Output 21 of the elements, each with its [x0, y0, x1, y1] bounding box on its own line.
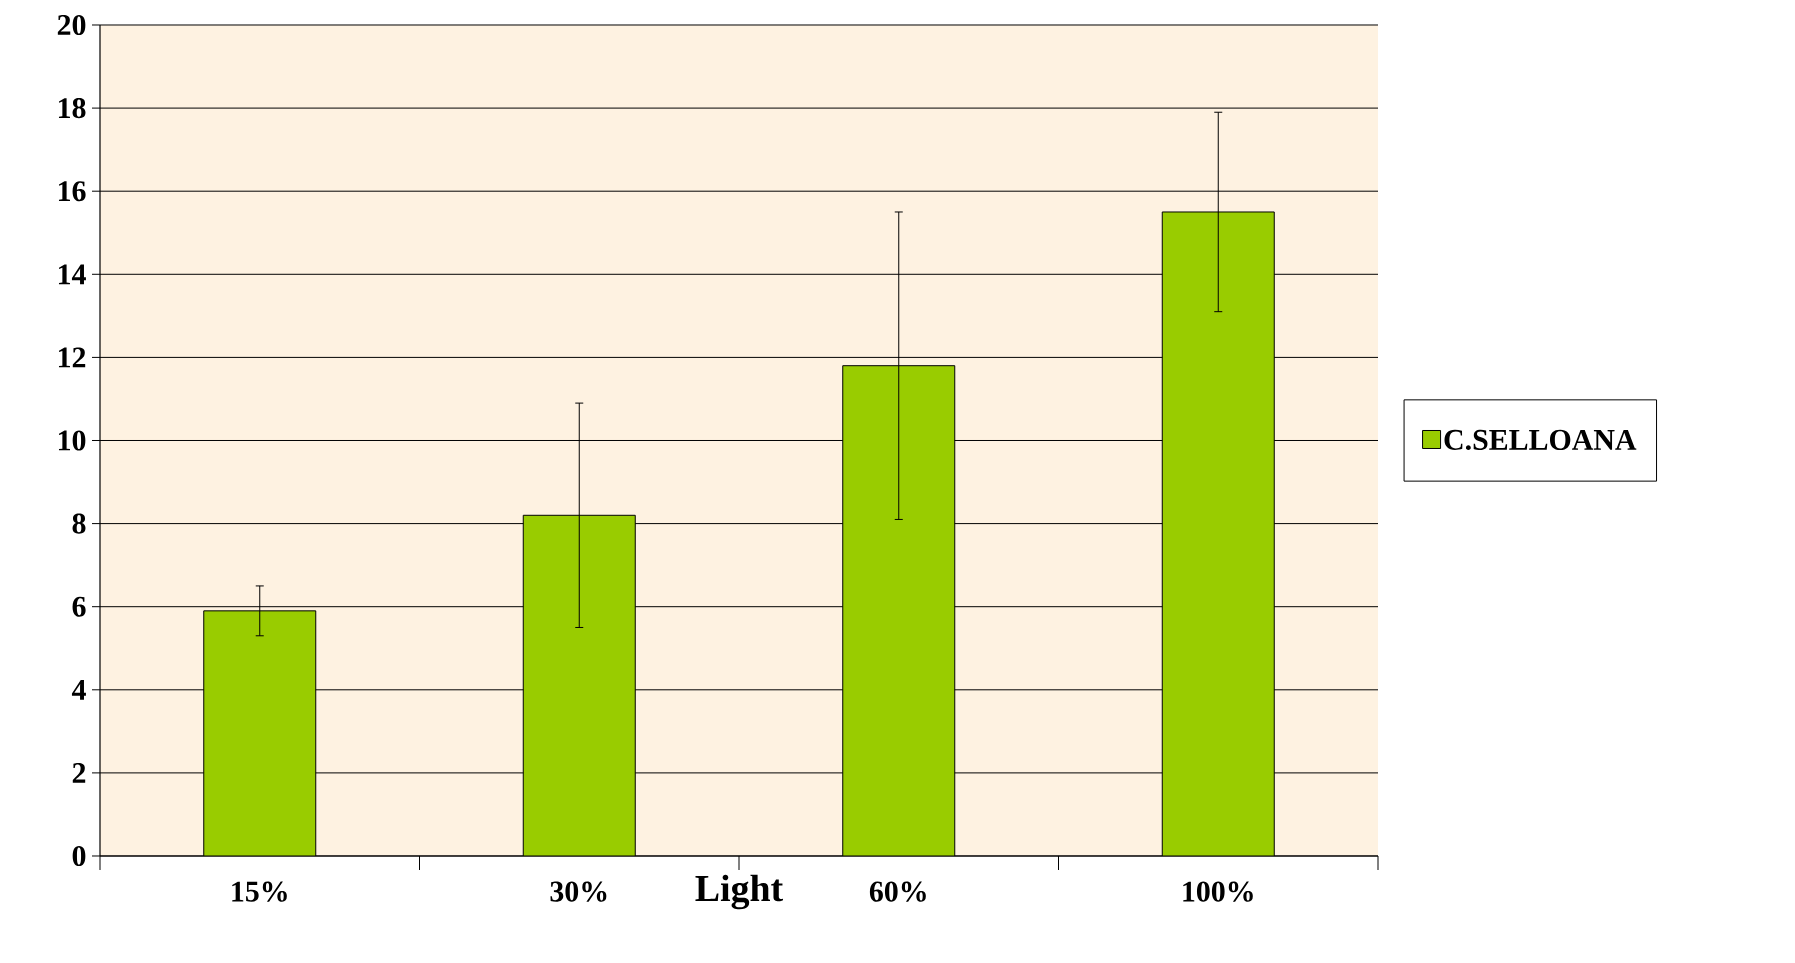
y-tick-label: 2 [72, 763, 86, 783]
x-tick-label: 15% [232, 881, 287, 902]
y-tick-label: 4 [71, 679, 86, 700]
y-tick-label: 16 [58, 181, 86, 202]
y-tick-label: 14 [58, 264, 86, 285]
x-tick-label: 100% [1183, 881, 1253, 902]
bar [522, 514, 636, 856]
x-axis-title: Light [695, 874, 784, 910]
bar [842, 365, 956, 856]
x-tick-label: 30% [550, 881, 607, 902]
legend-label: C.SELLOANA [1444, 429, 1637, 451]
y-tick-label: 12 [58, 347, 86, 368]
bar [203, 610, 317, 856]
y-tick-label: 20 [57, 14, 86, 36]
bar [1161, 211, 1275, 856]
y-tick-label: 10 [58, 430, 86, 451]
y-tick-label: 0 [72, 845, 86, 867]
y-tick-label: 6 [72, 596, 86, 617]
y-tick-label: 18 [58, 98, 86, 119]
y-tick-label: 8 [72, 513, 86, 534]
x-tick-label: 60% [869, 881, 926, 902]
